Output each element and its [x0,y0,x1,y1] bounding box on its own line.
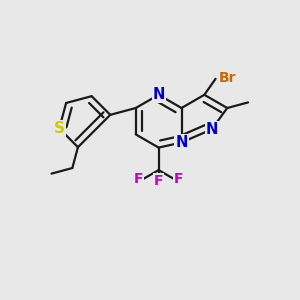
Text: F: F [154,174,164,188]
Text: F: F [174,172,184,186]
Text: N: N [175,135,188,150]
Text: S: S [54,121,65,136]
Text: N: N [152,87,165,102]
Text: Br: Br [219,71,237,85]
Text: N: N [206,122,218,137]
Text: F: F [134,172,143,186]
